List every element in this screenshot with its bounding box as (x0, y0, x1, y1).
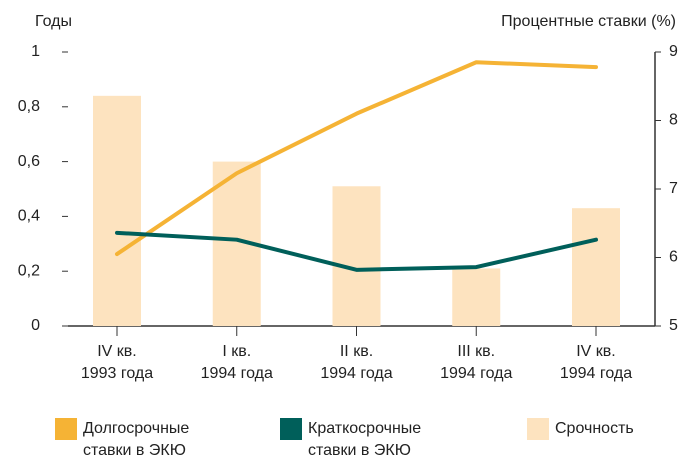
x-tick-label: IV кв. 1994 года (559, 343, 633, 382)
legend-swatch (55, 418, 77, 440)
y-tick-label: 0,8 (18, 98, 40, 115)
line (115, 60, 598, 257)
line (115, 230, 598, 272)
y2-tick-label: 6 (669, 249, 678, 266)
bar (93, 95, 141, 326)
legend-swatch (280, 418, 302, 440)
y-tick-label: 0,6 (18, 153, 40, 170)
legend-swatch (527, 418, 549, 440)
bar (572, 208, 620, 326)
bar (332, 186, 381, 326)
y-tick-label: 0,4 (18, 208, 40, 225)
bar (452, 268, 501, 326)
y2-tick-label: 7 (669, 180, 678, 197)
y2-tick-label: 9 (669, 43, 678, 60)
x-tick-label: III кв. 1994 года (440, 343, 513, 382)
y-tick-label: 1 (31, 43, 40, 60)
legend-label: Краткосрочные ставки в ЭКЮ (308, 420, 422, 458)
x-tick-label: I кв. 1994 года (200, 343, 273, 382)
legend-label: Долгосрочные ставки в ЭКЮ (83, 420, 190, 458)
x-tick-label: IV кв. 1993 года (80, 343, 154, 382)
x-tick-label: II кв. 1994 года (320, 343, 393, 382)
y2-axis-title: Процентные ставки (%) (501, 13, 676, 30)
y-tick-label: 0 (31, 317, 40, 334)
legend-label: Срочность (555, 420, 634, 437)
y-tick-label: 0,2 (18, 262, 40, 279)
y-axis-title: Годы (35, 13, 72, 30)
y2-tick-label: 8 (669, 112, 678, 129)
y2-tick-label: 5 (669, 317, 678, 334)
